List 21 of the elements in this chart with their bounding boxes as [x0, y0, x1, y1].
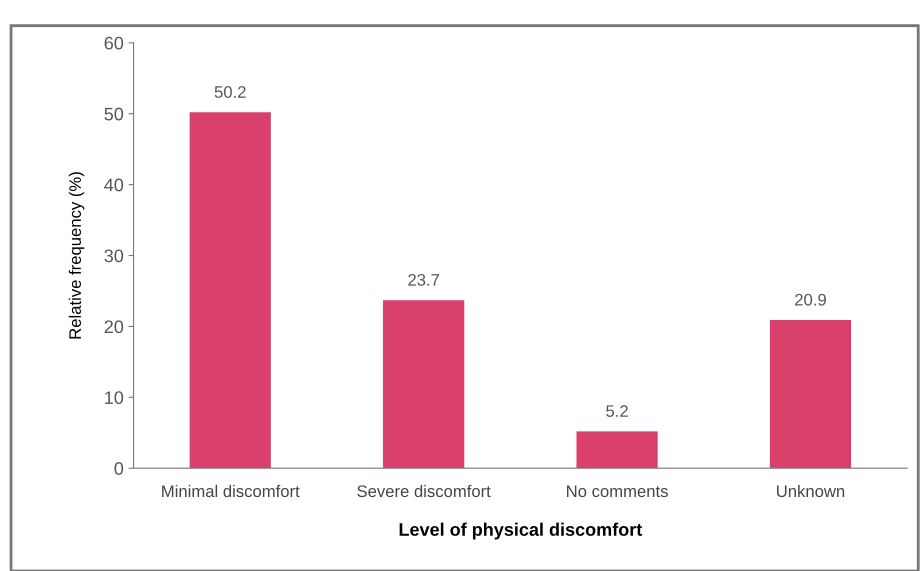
y-tick-label: 50: [104, 108, 124, 120]
bar: [576, 431, 658, 468]
bar: [770, 320, 852, 468]
x-tick-label: Minimal discomfort: [162, 484, 300, 498]
bar: [190, 112, 271, 468]
data-label: 20.9: [795, 294, 826, 306]
data-label: 23.7: [408, 274, 440, 286]
y-tick-label: 30: [104, 249, 124, 262]
y-tick-label: 10: [105, 391, 124, 404]
data-label: 50.2: [214, 86, 246, 98]
data-label: 5.2: [606, 405, 628, 417]
y-tick-label: 20: [104, 320, 124, 334]
x-tick-label: No comments: [567, 486, 668, 498]
y-tick-label: 40: [104, 178, 124, 192]
x-tick-label: Severe discomfort: [357, 484, 491, 498]
y-tick-label: 0: [114, 462, 124, 475]
x-tick-label: Unknown: [777, 484, 844, 498]
y-tick-label: 60: [104, 36, 124, 50]
y-axis-title: Relative frequency (%): [68, 172, 84, 338]
x-axis-title: Level of physical discomfort: [400, 522, 642, 540]
bar: [383, 300, 464, 468]
